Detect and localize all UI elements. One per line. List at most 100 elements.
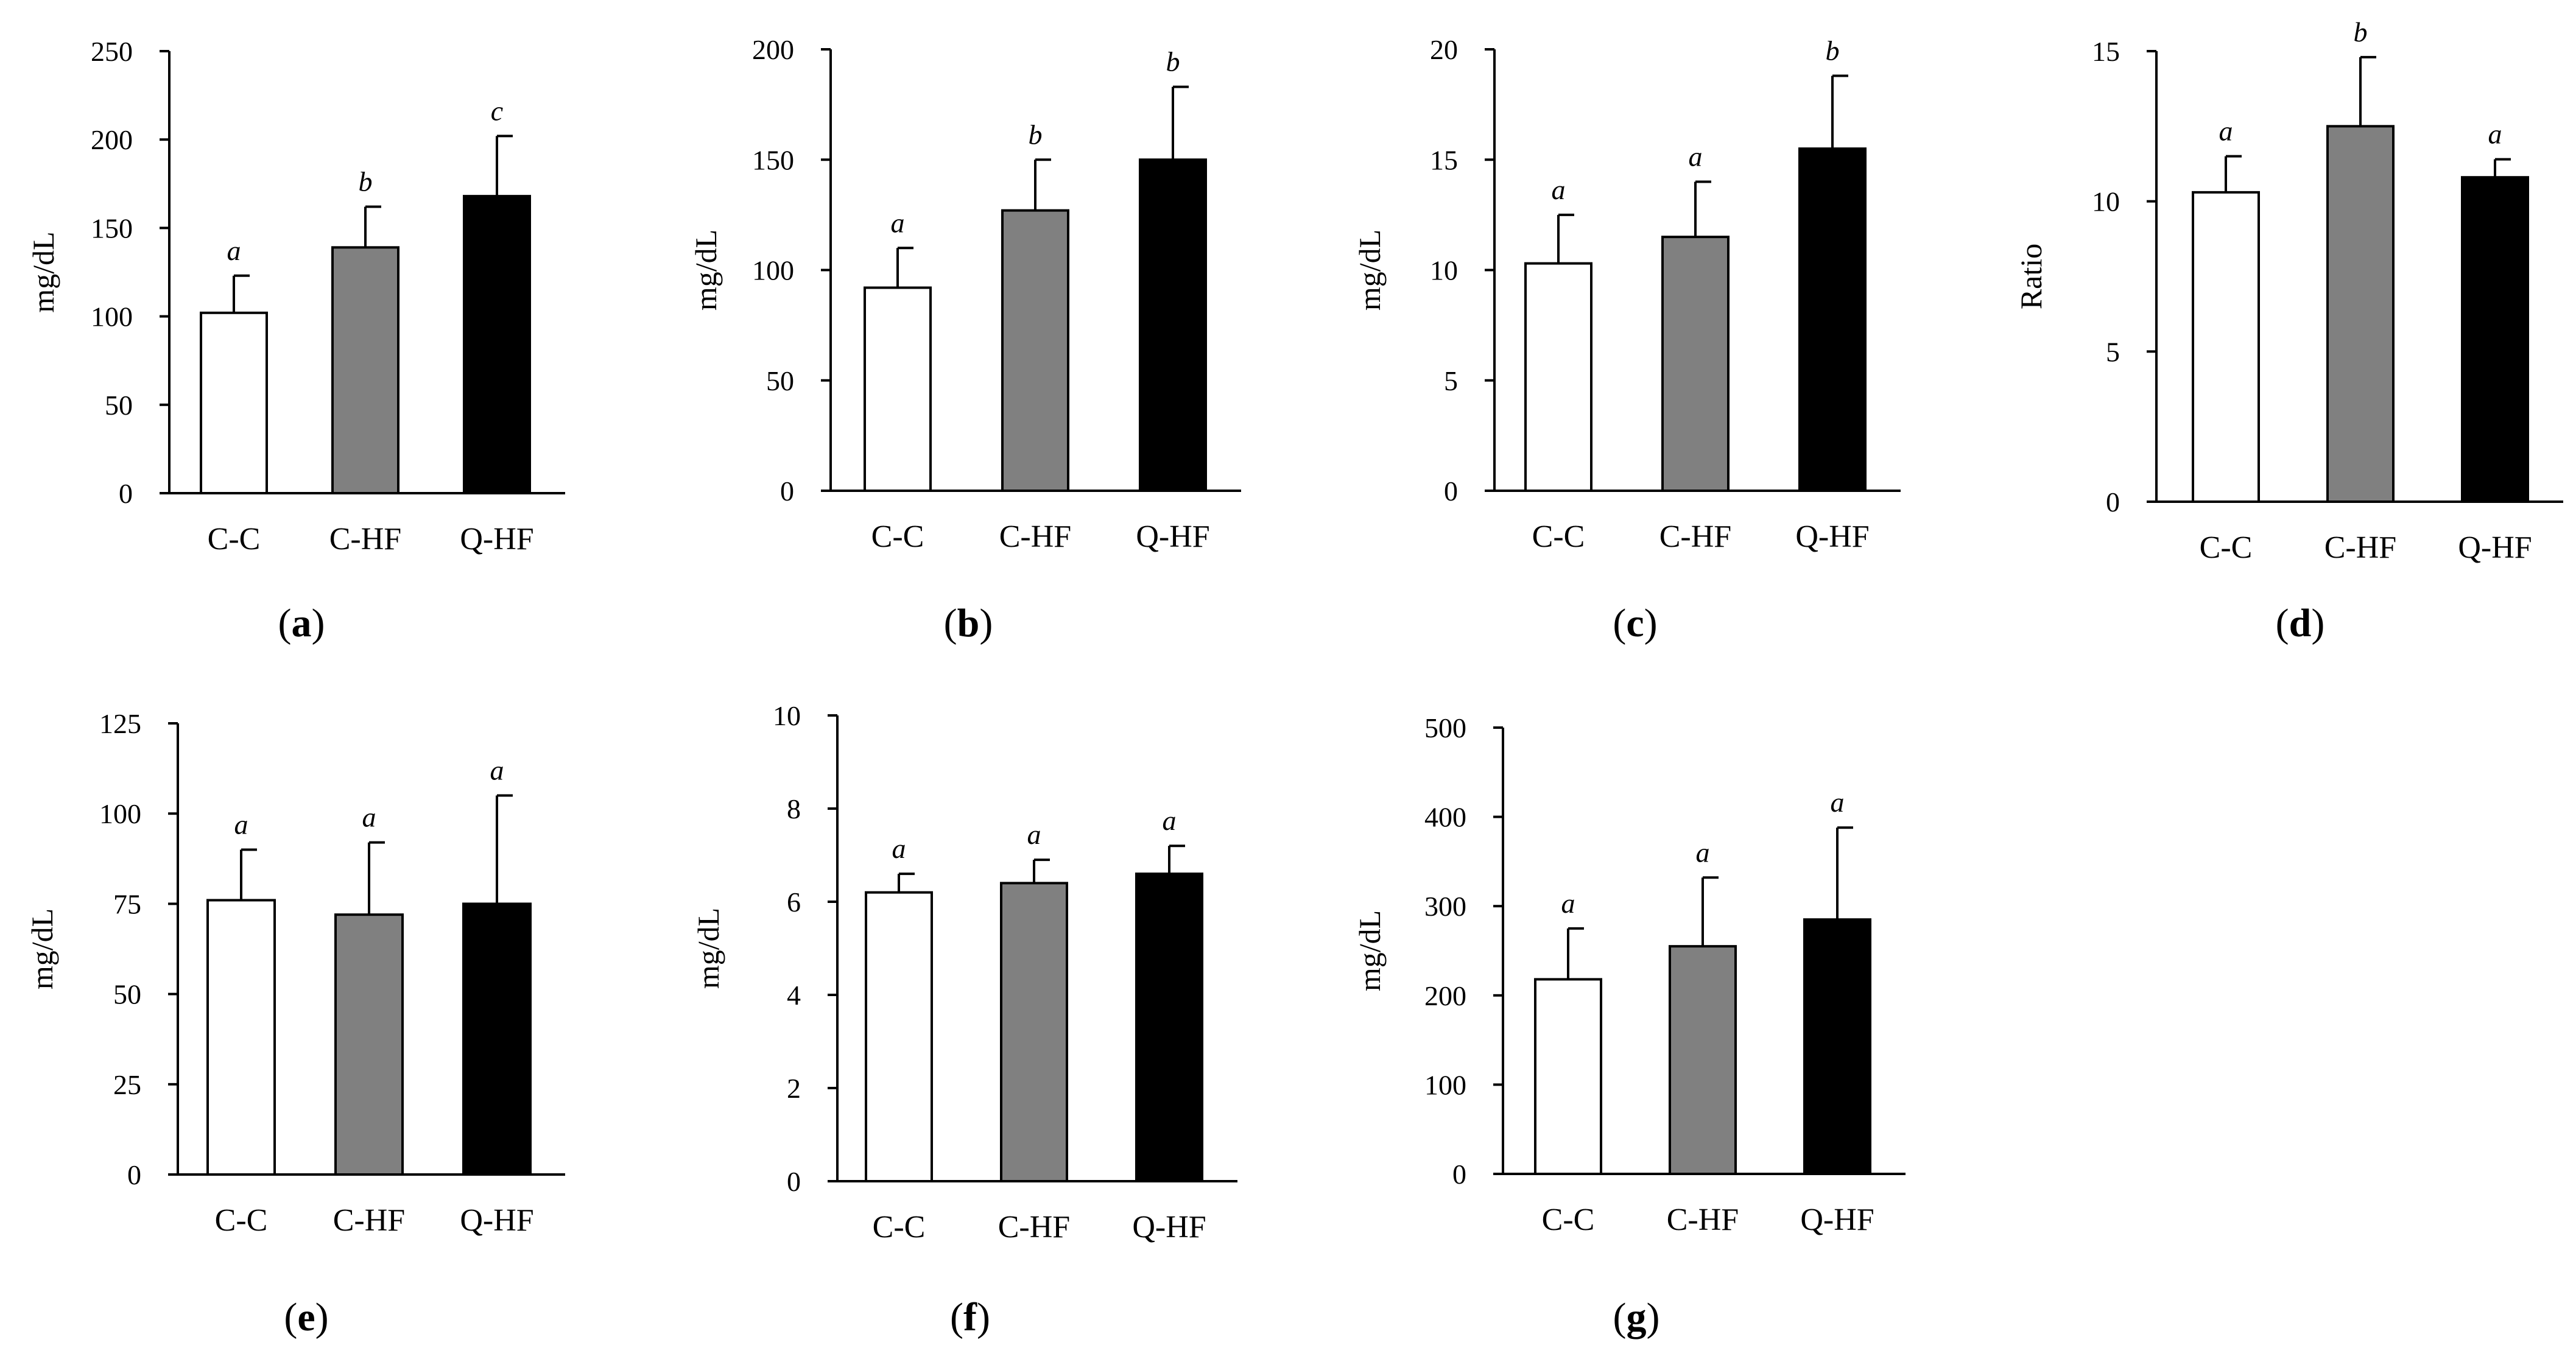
- y-tick-label: 15: [1430, 144, 1458, 175]
- significance-letter: a: [1696, 837, 1710, 868]
- y-tick-label: 10: [1430, 255, 1458, 286]
- bar-c-hf: [1001, 209, 1069, 492]
- significance-letter: a: [1831, 787, 1845, 818]
- y-tick-label: 300: [1424, 891, 1466, 922]
- y-tick-label: 100: [99, 798, 141, 829]
- significance-letter: a: [1689, 141, 1703, 172]
- y-tick-label: 100: [91, 301, 133, 332]
- significance-letter: c: [491, 95, 503, 126]
- significance-letter: a: [1163, 805, 1177, 836]
- category-label: C-HF: [998, 1210, 1070, 1245]
- y-tick-label: 10: [773, 700, 801, 731]
- y-axis-label: mg/dL: [689, 230, 723, 311]
- bar-q-hf: [1803, 918, 1871, 1175]
- y-tick-label: 5: [1444, 365, 1458, 396]
- bar-c-hf: [1661, 236, 1730, 492]
- category-label: C-HF: [329, 522, 401, 557]
- bar-q-hf: [1798, 147, 1867, 492]
- bar-c-hf: [331, 246, 399, 494]
- y-axis-label: Ratio: [2014, 244, 2048, 309]
- bar-q-hf: [462, 902, 532, 1176]
- y-tick-label: 200: [752, 34, 794, 65]
- bar-c-c: [864, 286, 932, 492]
- bar-c-c: [200, 311, 268, 494]
- category-label: C-HF: [2324, 530, 2396, 565]
- category-label: C-C: [871, 519, 924, 554]
- bar-c-hf: [334, 913, 404, 1176]
- bar-c-hf: [2326, 125, 2395, 504]
- y-tick-label: 150: [752, 144, 794, 175]
- y-tick-label: 125: [99, 708, 141, 739]
- category-label: Q-HF: [460, 522, 533, 557]
- panel-letter: b: [957, 601, 980, 645]
- y-tick-label: 0: [1444, 476, 1458, 507]
- category-label: C-C: [1532, 519, 1585, 554]
- y-axis-label: mg/dL: [1353, 910, 1387, 991]
- y-tick-label: 8: [787, 793, 801, 824]
- panel-label: (c): [1613, 601, 1657, 645]
- y-tick-label: 2: [787, 1073, 801, 1104]
- bar-c-c: [865, 891, 933, 1182]
- bar-c-c: [1524, 262, 1592, 492]
- y-tick-label: 150: [91, 212, 133, 244]
- y-tick-label: 15: [2092, 36, 2120, 67]
- significance-letter: b: [2354, 16, 2368, 47]
- bar-q-hf: [2461, 176, 2529, 503]
- y-axis-label: mg/dL: [25, 908, 59, 989]
- significance-letter: a: [892, 833, 906, 864]
- bar-c-c: [206, 899, 276, 1176]
- panel-label: (b): [944, 601, 993, 645]
- chart-panel-g: 0 100 200 300 400 500 mg/dL a C-C a C-HF a Q-HF (g): [1353, 712, 1906, 1340]
- significance-letter: a: [234, 809, 248, 840]
- category-label: C-C: [2200, 530, 2253, 565]
- significance-letter: a: [490, 755, 504, 786]
- y-tick-label: 0: [787, 1166, 801, 1197]
- y-axis-label: mg/dL: [1353, 230, 1387, 311]
- panel-label: (g): [1613, 1295, 1660, 1340]
- significance-letter: a: [227, 235, 241, 266]
- chart-panel-f: 0 2 4 6 8 10 mg/dL a C-C a C-HF a Q-HF (f): [691, 700, 1237, 1340]
- bar-c-hf: [1000, 882, 1068, 1183]
- y-tick-label: 50: [105, 390, 133, 421]
- y-tick-label: 400: [1424, 802, 1466, 833]
- category-label: Q-HF: [2458, 530, 2532, 565]
- y-tick-label: 0: [127, 1159, 141, 1190]
- chart-panel-c: 0 5 10 15 20 mg/dL a C-C a C-HF b Q-HF (c): [1353, 34, 1901, 645]
- category-label: C-C: [215, 1203, 268, 1238]
- significance-letter: b: [1029, 119, 1043, 150]
- category-label: C-C: [873, 1210, 926, 1245]
- y-tick-label: 75: [113, 888, 141, 919]
- y-tick-label: 0: [1452, 1159, 1466, 1190]
- panel-label: (d): [2276, 601, 2325, 645]
- panel-letter: g: [1627, 1295, 1647, 1340]
- chart-panel-e: 0 25 50 75 100 125 mg/dL a C-C a C-HF a Q-HF (e): [25, 708, 565, 1340]
- category-label: C-HF: [1659, 519, 1731, 554]
- significance-letter: a: [362, 802, 376, 833]
- chart-panel-a: 0 50 100 150 200 250 mg/dL a C-C b C-HF c Q-HF (a): [26, 36, 565, 645]
- category-label: Q-HF: [1136, 519, 1209, 554]
- significance-letter: b: [359, 166, 373, 197]
- panel-label: (e): [284, 1295, 328, 1340]
- chart-panel-b: 0 50 100 150 200 mg/dL a C-C b C-HF b Q-HF (b): [689, 34, 1241, 645]
- category-label: C-C: [1542, 1203, 1595, 1237]
- panel-letter: d: [2289, 601, 2312, 645]
- significance-letter: a: [1561, 888, 1575, 919]
- y-tick-label: 0: [780, 476, 794, 507]
- significance-letter: a: [1027, 819, 1041, 850]
- significance-letter: b: [1166, 46, 1180, 77]
- category-label: C-HF: [999, 519, 1071, 554]
- bar-c-hf: [1669, 945, 1737, 1176]
- y-tick-label: 4: [787, 980, 801, 1011]
- bar-q-hf: [463, 195, 531, 494]
- category-label: C-HF: [333, 1203, 405, 1238]
- y-tick-label: 0: [119, 478, 133, 509]
- category-label: Q-HF: [1132, 1210, 1206, 1245]
- y-tick-label: 200: [1424, 980, 1466, 1011]
- y-tick-label: 5: [2106, 336, 2120, 367]
- bar-q-hf: [1139, 158, 1207, 492]
- y-tick-label: 50: [113, 979, 141, 1010]
- y-axis-label: mg/dL: [26, 231, 60, 312]
- significance-letter: a: [1552, 174, 1566, 205]
- significance-letter: a: [2219, 116, 2233, 147]
